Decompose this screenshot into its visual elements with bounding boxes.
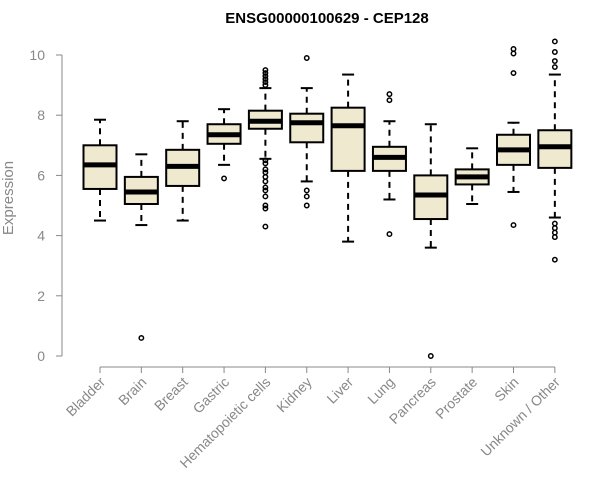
outlier-point bbox=[262, 76, 269, 83]
outlier-point bbox=[427, 353, 434, 359]
outlier-point bbox=[221, 175, 228, 182]
box-group bbox=[247, 67, 283, 230]
box-iqr bbox=[289, 112, 325, 144]
outlier-point bbox=[262, 178, 269, 185]
outlier-point bbox=[510, 50, 517, 57]
outlier-point bbox=[262, 173, 269, 180]
x-tick-label: Lung bbox=[364, 374, 397, 407]
outlier-point bbox=[303, 55, 310, 61]
box-iqr bbox=[330, 106, 366, 172]
outlier-point bbox=[262, 157, 269, 164]
outlier-point bbox=[303, 187, 310, 194]
box-series bbox=[82, 38, 573, 359]
y-axis: 0 2 4 6 8 10 bbox=[29, 47, 63, 364]
outlier-point bbox=[551, 38, 558, 45]
box-group bbox=[413, 123, 449, 359]
outlier-point bbox=[138, 334, 145, 341]
outlier-point bbox=[386, 91, 393, 98]
x-tick-label: Prostate bbox=[432, 374, 480, 422]
outlier-point bbox=[510, 70, 517, 77]
y-tick-label: 4 bbox=[37, 228, 45, 244]
outlier-point bbox=[303, 202, 310, 209]
box-group bbox=[82, 118, 118, 222]
box-group bbox=[454, 147, 490, 205]
outlier-point bbox=[262, 187, 269, 194]
outlier-point bbox=[551, 49, 558, 55]
box-group bbox=[537, 38, 573, 263]
y-tick-label: 8 bbox=[37, 107, 45, 123]
outlier-point bbox=[262, 202, 269, 209]
outlier-point bbox=[551, 229, 558, 236]
box-group bbox=[165, 120, 201, 222]
box-group bbox=[123, 153, 159, 341]
y-axis-label: Expression bbox=[0, 161, 17, 235]
outlier-point bbox=[262, 166, 269, 173]
chart-title: ENSG00000100629 - CEP128 bbox=[225, 10, 428, 27]
box-group bbox=[289, 55, 325, 209]
outlier-point bbox=[262, 223, 269, 230]
outlier-point bbox=[262, 73, 269, 80]
y-tick-label: 10 bbox=[29, 47, 45, 63]
outlier-point bbox=[551, 64, 558, 70]
x-tick-label: Skin bbox=[491, 374, 522, 405]
x-tick-label: Kidney bbox=[273, 374, 315, 416]
outlier-point bbox=[262, 82, 269, 89]
outlier-point bbox=[262, 184, 269, 191]
x-tick-label: Liver bbox=[323, 374, 356, 407]
outlier-point bbox=[510, 222, 517, 229]
outlier-point bbox=[262, 79, 269, 86]
outlier-point bbox=[262, 67, 269, 74]
x-tick-label: Bladder bbox=[63, 374, 109, 420]
outlier-point bbox=[551, 220, 558, 227]
y-tick-label: 0 bbox=[37, 348, 45, 364]
outlier-point bbox=[551, 234, 558, 241]
box-group bbox=[371, 91, 407, 238]
x-tick-label: Brain bbox=[115, 374, 149, 408]
outlier-point bbox=[262, 70, 269, 77]
box-group bbox=[206, 108, 242, 182]
box-group bbox=[330, 73, 366, 243]
outlier-point bbox=[262, 205, 269, 212]
outlier-point bbox=[262, 193, 269, 200]
y-tick-label: 2 bbox=[37, 288, 45, 304]
box-group bbox=[496, 46, 531, 229]
outlier-point bbox=[386, 231, 393, 238]
outlier-point bbox=[386, 97, 393, 104]
outlier-point bbox=[551, 225, 558, 232]
outlier-point bbox=[262, 169, 269, 176]
outlier-point bbox=[551, 256, 558, 263]
outlier-point bbox=[303, 193, 310, 200]
y-tick-label: 6 bbox=[37, 167, 45, 183]
outlier-point bbox=[551, 58, 558, 64]
outlier-point bbox=[510, 46, 517, 52]
outlier-point bbox=[262, 160, 269, 167]
x-tick-label: Breast bbox=[151, 374, 191, 414]
